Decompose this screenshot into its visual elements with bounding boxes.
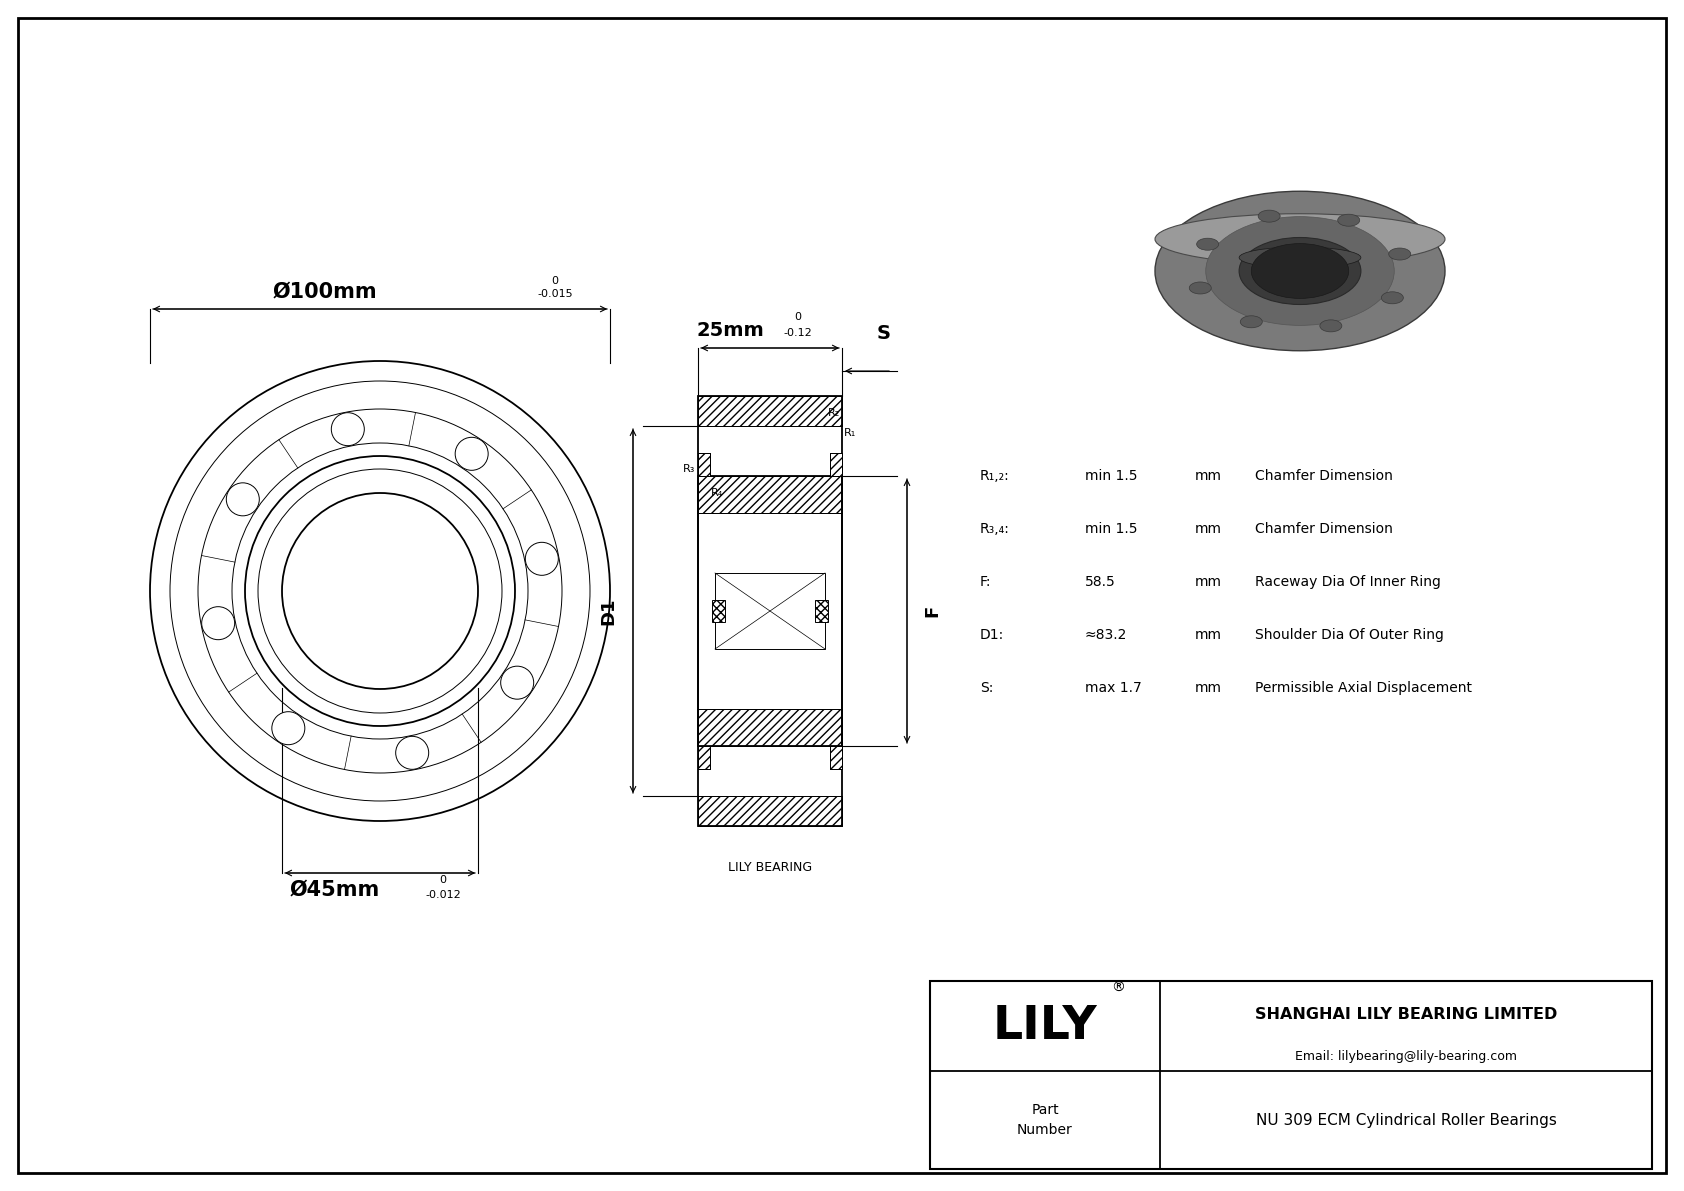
Ellipse shape bbox=[1337, 214, 1359, 226]
Text: 0: 0 bbox=[440, 875, 446, 885]
Text: 0: 0 bbox=[551, 276, 559, 286]
Text: Chamfer Dimension: Chamfer Dimension bbox=[1255, 522, 1393, 536]
Bar bbox=[697, 453, 711, 476]
Text: R₄: R₄ bbox=[711, 488, 722, 498]
Text: S: S bbox=[877, 324, 891, 343]
Circle shape bbox=[271, 712, 305, 744]
Bar bbox=[697, 709, 842, 746]
Circle shape bbox=[525, 542, 559, 575]
Text: R₃,₄:: R₃,₄: bbox=[980, 522, 1010, 536]
Bar bbox=[830, 746, 842, 769]
Bar bbox=[697, 395, 842, 426]
Text: D1: D1 bbox=[600, 597, 616, 625]
Bar bbox=[930, 981, 1652, 1170]
Ellipse shape bbox=[1239, 247, 1361, 268]
Text: F: F bbox=[923, 605, 941, 617]
Ellipse shape bbox=[1155, 192, 1445, 351]
Text: -0.015: -0.015 bbox=[537, 289, 573, 299]
Text: 58.5: 58.5 bbox=[1084, 575, 1116, 590]
Text: R₁,₂:: R₁,₂: bbox=[980, 469, 1010, 484]
Ellipse shape bbox=[1251, 244, 1349, 299]
Bar bbox=[697, 395, 842, 426]
Ellipse shape bbox=[1155, 213, 1445, 264]
Bar bbox=[697, 476, 842, 513]
Text: max 1.7: max 1.7 bbox=[1084, 681, 1142, 696]
Circle shape bbox=[332, 412, 364, 445]
Bar bbox=[712, 600, 726, 622]
Text: mm: mm bbox=[1196, 681, 1223, 696]
Text: Permissible Axial Displacement: Permissible Axial Displacement bbox=[1255, 681, 1472, 696]
Bar bbox=[697, 796, 842, 827]
Circle shape bbox=[455, 437, 488, 470]
Text: mm: mm bbox=[1196, 628, 1223, 642]
Text: Chamfer Dimension: Chamfer Dimension bbox=[1255, 469, 1393, 484]
Text: mm: mm bbox=[1196, 522, 1223, 536]
Ellipse shape bbox=[1258, 210, 1280, 223]
Ellipse shape bbox=[1189, 282, 1211, 294]
Ellipse shape bbox=[1197, 238, 1219, 250]
Text: Ø100mm: Ø100mm bbox=[273, 282, 377, 303]
Text: NU 309 ECM Cylindrical Roller Bearings: NU 309 ECM Cylindrical Roller Bearings bbox=[1256, 1112, 1556, 1128]
Text: LILY: LILY bbox=[992, 1004, 1098, 1048]
Bar bbox=[697, 476, 842, 513]
Text: mm: mm bbox=[1196, 575, 1223, 590]
Text: 0: 0 bbox=[795, 312, 802, 322]
Bar bbox=[697, 709, 842, 746]
Bar bbox=[697, 395, 842, 827]
Text: Raceway Dia Of Inner Ring: Raceway Dia Of Inner Ring bbox=[1255, 575, 1442, 590]
Bar bbox=[697, 453, 711, 476]
Bar bbox=[697, 453, 711, 476]
Text: Shoulder Dia Of Outer Ring: Shoulder Dia Of Outer Ring bbox=[1255, 628, 1443, 642]
Text: ®: ® bbox=[1111, 981, 1125, 996]
Bar bbox=[697, 746, 711, 769]
Ellipse shape bbox=[1206, 217, 1394, 325]
Circle shape bbox=[500, 666, 534, 699]
Text: Ø45mm: Ø45mm bbox=[290, 880, 381, 900]
Circle shape bbox=[202, 606, 234, 640]
Text: R₁: R₁ bbox=[844, 428, 855, 438]
Bar bbox=[830, 746, 842, 769]
Bar bbox=[716, 573, 825, 649]
Bar bbox=[830, 453, 842, 476]
Text: Part
Number: Part Number bbox=[1017, 1103, 1073, 1137]
Bar bbox=[697, 796, 842, 827]
Text: LILY BEARING: LILY BEARING bbox=[727, 861, 812, 874]
Bar bbox=[697, 746, 711, 769]
Text: R₂: R₂ bbox=[829, 409, 840, 418]
Text: -0.012: -0.012 bbox=[424, 890, 461, 900]
Ellipse shape bbox=[1239, 237, 1361, 305]
Circle shape bbox=[226, 482, 259, 516]
Bar bbox=[697, 746, 711, 769]
Text: S:: S: bbox=[980, 681, 994, 696]
Text: F:: F: bbox=[980, 575, 992, 590]
Bar bbox=[830, 453, 842, 476]
Text: mm: mm bbox=[1196, 469, 1223, 484]
Bar bbox=[830, 746, 842, 769]
Bar bbox=[815, 600, 829, 622]
Circle shape bbox=[396, 736, 429, 769]
Text: -0.12: -0.12 bbox=[783, 328, 812, 338]
Bar bbox=[830, 453, 842, 476]
Text: 25mm: 25mm bbox=[695, 322, 765, 339]
Ellipse shape bbox=[1241, 316, 1263, 328]
Text: D1:: D1: bbox=[980, 628, 1004, 642]
Ellipse shape bbox=[1381, 292, 1403, 304]
Text: ≈83.2: ≈83.2 bbox=[1084, 628, 1127, 642]
Text: SHANGHAI LILY BEARING LIMITED: SHANGHAI LILY BEARING LIMITED bbox=[1255, 1008, 1558, 1022]
Text: R₃: R₃ bbox=[682, 464, 695, 474]
Text: min 1.5: min 1.5 bbox=[1084, 469, 1137, 484]
Ellipse shape bbox=[1320, 320, 1342, 332]
Text: min 1.5: min 1.5 bbox=[1084, 522, 1137, 536]
Text: Email: lilybearing@lily-bearing.com: Email: lilybearing@lily-bearing.com bbox=[1295, 1049, 1517, 1062]
Bar bbox=[697, 476, 842, 746]
Ellipse shape bbox=[1389, 248, 1411, 260]
